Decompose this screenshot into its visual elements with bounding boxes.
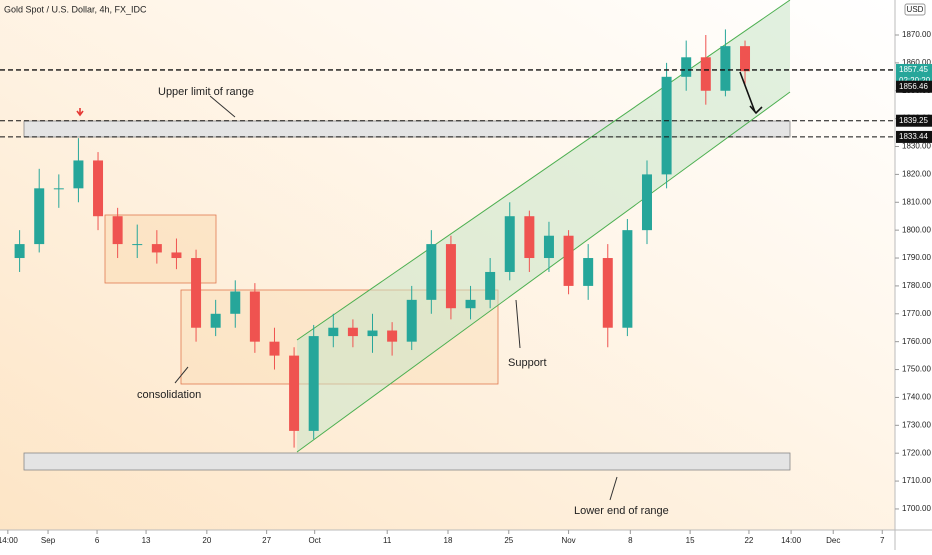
- countdown-bg: [896, 74, 932, 86]
- candle-body: [563, 235, 574, 286]
- countdown: 02:20:20: [899, 76, 931, 85]
- candle-body: [641, 174, 652, 231]
- candle-body: [151, 244, 162, 253]
- projection-arrow-head: [749, 105, 763, 115]
- price-tag: 1833.44: [899, 132, 928, 141]
- candle-body: [112, 216, 123, 245]
- channel-upper: [296, 0, 791, 341]
- y-tick-label: 1790.00: [902, 253, 931, 262]
- candle-body: [367, 330, 378, 337]
- chart-title: Gold Spot / U.S. Dollar, 4h, FX_IDC: [4, 4, 147, 14]
- y-tick-label: 1700.00: [902, 504, 931, 513]
- price-tag: 1857.45: [899, 65, 928, 74]
- price-tag-bg: [896, 80, 932, 93]
- currency-badge: [904, 3, 926, 16]
- pointer: [515, 299, 521, 349]
- channel-lower: [296, 91, 791, 453]
- candle-body: [269, 341, 280, 356]
- candle-body: [406, 299, 417, 342]
- x-tick-label: 15: [686, 536, 695, 545]
- candle-body: [661, 76, 672, 175]
- x-tick-label: 22: [744, 536, 753, 545]
- x-tick-label: 27: [262, 536, 271, 545]
- x-tick-label: 13: [142, 536, 151, 545]
- candle-body: [700, 57, 711, 91]
- candle-body: [602, 258, 613, 328]
- candle-body: [191, 258, 202, 328]
- x-tick-label: 25: [504, 536, 513, 545]
- price-tag: 1856.46: [899, 82, 928, 91]
- x-tick-label: 8: [628, 536, 633, 545]
- candle-body: [681, 57, 692, 77]
- candle-body: [622, 230, 633, 328]
- x-tick-label: 20: [202, 536, 211, 545]
- pointer: [174, 366, 189, 384]
- annotation: Support: [508, 357, 547, 369]
- candle-body: [230, 291, 241, 314]
- x-tick-label: Sep: [41, 536, 56, 545]
- x-tick-label: 14:00: [0, 536, 18, 545]
- y-tick-label: 1860.00: [902, 58, 931, 67]
- y-tick-label: 1750.00: [902, 365, 931, 374]
- candle-body: [347, 327, 358, 337]
- x-tick-label: 18: [444, 536, 453, 545]
- lower-range-zone: [23, 452, 791, 471]
- y-tick-label: 1770.00: [902, 309, 931, 318]
- candle-body: [249, 291, 260, 342]
- candle-body: [210, 313, 221, 328]
- y-tick-label: 1760.00: [902, 337, 931, 346]
- candle-body: [524, 216, 535, 259]
- candle-body: [171, 252, 182, 259]
- x-tick-label: 6: [95, 536, 100, 545]
- x-tick-label: Nov: [561, 536, 575, 545]
- candle-body: [289, 355, 300, 431]
- y-tick-label: 1710.00: [902, 476, 931, 485]
- candle-body: [426, 244, 437, 300]
- annotation: consolidation: [137, 389, 201, 401]
- candle-body: [132, 244, 143, 246]
- y-tick-label: 1830.00: [902, 142, 931, 151]
- candle-body: [73, 160, 84, 189]
- annotation: Lower end of range: [574, 505, 669, 517]
- y-tick-label: 1720.00: [902, 448, 931, 457]
- x-tick-label: Oct: [308, 536, 321, 545]
- candle-body: [93, 160, 104, 217]
- candle-body: [465, 299, 476, 309]
- candle-body: [740, 46, 751, 72]
- candle-body: [504, 216, 515, 272]
- projection-arrow: [739, 71, 756, 113]
- y-tick-label: 1820.00: [902, 169, 931, 178]
- annotation: Upper limit of range: [158, 86, 254, 98]
- price-tag-bg: [896, 63, 932, 76]
- price-tag: 1839.25: [899, 116, 928, 125]
- y-tick-label: 1810.00: [902, 197, 931, 206]
- y-tick-label: 1870.00: [902, 30, 931, 39]
- candle-body: [720, 46, 731, 91]
- marker-arrow: [76, 108, 84, 117]
- y-tick-label: 1730.00: [902, 420, 931, 429]
- price-tag-bg: [896, 114, 932, 127]
- x-tick-label: 11: [383, 536, 392, 545]
- x-tick-label: 7: [880, 536, 885, 545]
- y-tick-label: 1740.00: [902, 393, 931, 402]
- candle-body: [387, 330, 398, 342]
- y-tick-label: 1800.00: [902, 225, 931, 234]
- candle-body: [543, 235, 554, 259]
- candle-body: [53, 188, 64, 190]
- x-tick-label: Dec: [826, 536, 840, 545]
- candle-body: [14, 244, 25, 259]
- candle-body: [445, 244, 456, 309]
- price-tag-bg: [896, 130, 932, 143]
- candle-body: [485, 271, 496, 300]
- candle-body: [328, 327, 339, 337]
- x-tick-label: 14:00: [781, 536, 802, 545]
- pointer: [209, 95, 236, 118]
- y-tick-label: 1780.00: [902, 281, 931, 290]
- currency: USD: [907, 5, 924, 14]
- pointer: [609, 476, 618, 501]
- candle-body: [583, 258, 594, 286]
- candle-body: [34, 188, 45, 245]
- candle-body: [308, 336, 319, 431]
